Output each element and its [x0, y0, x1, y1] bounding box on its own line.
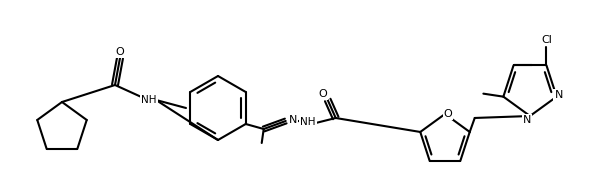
Text: O: O: [319, 89, 327, 99]
Text: O: O: [116, 47, 124, 57]
Text: Cl: Cl: [541, 35, 552, 45]
Text: N: N: [523, 115, 531, 125]
Text: NH: NH: [300, 117, 315, 127]
Text: NH: NH: [141, 95, 157, 105]
Text: O: O: [443, 109, 453, 119]
Text: N: N: [555, 90, 563, 100]
Text: N: N: [288, 115, 297, 125]
